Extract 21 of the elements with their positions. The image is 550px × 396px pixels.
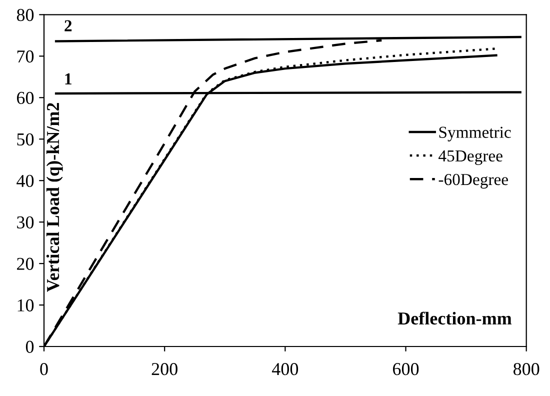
annotation: 2 bbox=[64, 20, 72, 32]
x-tick-label: 400 bbox=[272, 362, 298, 376]
x-tick-label: 0 bbox=[40, 362, 48, 376]
y-axis-title: Vertical Load (q)-kN/m2 bbox=[46, 102, 63, 292]
legend-label: 45Degree bbox=[438, 150, 502, 165]
y-tick-label: 70 bbox=[17, 50, 34, 63]
x-tick-label: 200 bbox=[152, 362, 178, 376]
y-tick-label: 40 bbox=[16, 174, 34, 188]
y-tick-label: 50 bbox=[17, 133, 34, 146]
y-tick-label: 10 bbox=[18, 299, 34, 312]
y-tick-label: 60 bbox=[17, 92, 34, 104]
annotation: 1 bbox=[65, 73, 72, 84]
x-axis-title: Deflection-mm bbox=[398, 312, 512, 325]
y-tick-label: 80 bbox=[16, 8, 34, 22]
y-tick-label: 30 bbox=[17, 216, 34, 228]
x-tick-label: 600 bbox=[392, 362, 419, 376]
y-tick-label: 20 bbox=[17, 258, 34, 270]
legend-label: Symmetric bbox=[439, 126, 511, 142]
y-tick-label: 0 bbox=[26, 340, 34, 353]
x-tick-label: 800 bbox=[513, 362, 540, 376]
legend-label: -60Degree bbox=[438, 174, 508, 189]
